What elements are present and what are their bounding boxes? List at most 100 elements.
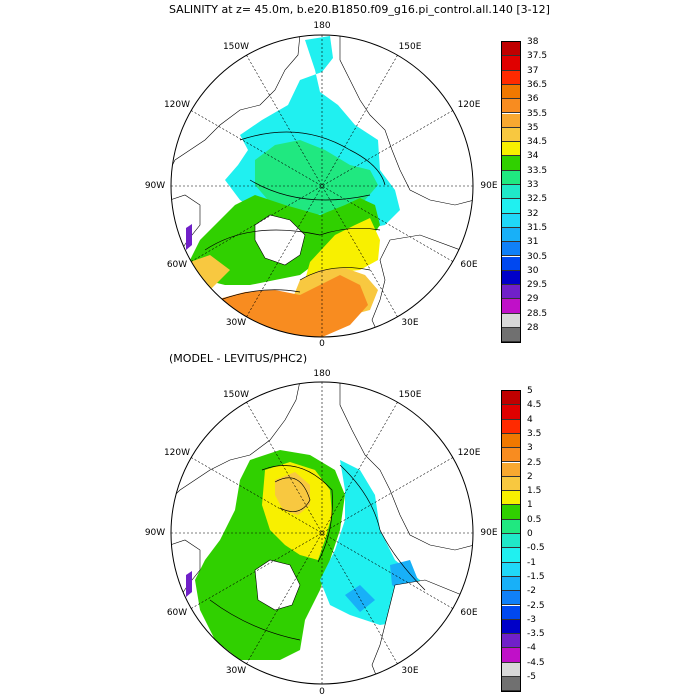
top-colorbar-label: 36 (527, 94, 539, 105)
bottom-lon-30w: 30W (225, 666, 247, 676)
top-colorbar-label: 37.5 (527, 51, 548, 62)
bottom-colorbar-box (502, 562, 520, 577)
top-field-yellow (305, 218, 380, 280)
top-colorbar-box (502, 270, 520, 286)
bottom-colorbar-label: 2.5 (527, 457, 542, 468)
bottom-colorbar-box (502, 433, 520, 449)
bottom-colorbar-label: -2 (527, 586, 536, 597)
top-lon-90e: 90E (480, 181, 498, 191)
top-colorbar-label: 32 (527, 208, 539, 219)
bottom-lon-30e: 30E (401, 666, 419, 676)
bottom-colorbar-label: 0.5 (527, 514, 542, 525)
top-colorbar-label: 28 (527, 323, 539, 333)
top-colorbar-box (502, 70, 520, 85)
top-colorbar-label: 29 (527, 294, 539, 305)
bottom-colorbar-label: -4.5 (527, 657, 545, 668)
top-colorbar-box (502, 299, 520, 314)
top-lon-0: 0 (319, 339, 325, 349)
top-lon-120e: 120E (457, 100, 481, 110)
top-colorbar-box (502, 256, 520, 271)
top-colorbar-box (502, 42, 520, 57)
bottom-colorbar-box (502, 419, 520, 434)
top-colorbar-label: 36.5 (527, 79, 548, 90)
top-lon-150e: 150E (398, 42, 422, 52)
bottom-colorbar-label: -3 (527, 614, 536, 625)
top-map-boundary (170, 34, 474, 338)
bottom-field-orange (275, 472, 310, 515)
top-panel-title: SALINITY at z= 45.0m, b.e20.B1850.f09_g1… (169, 3, 550, 16)
bottom-lon-120w: 120W (163, 448, 191, 458)
bottom-colorbar-box (502, 648, 520, 663)
bottom-field-blue (345, 560, 418, 612)
top-colorbar-label: 34 (527, 151, 539, 162)
top-lon-60e: 60E (460, 260, 478, 270)
top-colorbar-label: 30 (527, 265, 539, 276)
bottom-colorbar-box (502, 548, 520, 563)
bottom-colorbar-box (502, 677, 520, 692)
bottom-colorbar: 5 4.5 4 3.5 3 2.5 2 1.5 1 0.5 0 -0.5 -1 -1.5 -2 -2.5 -3 -… (501, 386, 545, 693)
top-lon-60w: 60W (166, 260, 188, 270)
bottom-colorbar-box (502, 576, 520, 592)
top-colorbar-label: 37 (527, 65, 539, 76)
top-lon-120w: 120W (163, 100, 191, 110)
bottom-colorbar-box (502, 462, 520, 477)
top-colorbar-label: 29.5 (527, 280, 548, 291)
bottom-lon-60w: 60W (166, 608, 188, 618)
bottom-colorbar-box (502, 662, 520, 677)
bottom-colorbar-label: 3 (527, 443, 533, 454)
bottom-colorbar-label: -2.5 (527, 600, 545, 611)
bottom-colorbar-box (502, 476, 520, 492)
bottom-lon-90e: 90E (480, 528, 498, 538)
top-colorbar-box (502, 99, 520, 114)
top-colorbar-label: 28.5 (527, 308, 548, 319)
top-colorbar-label: 31.5 (527, 222, 548, 233)
bottom-colorbar-label: 0 (527, 529, 533, 539)
bottom-colorbar-label: -4 (527, 643, 536, 654)
top-colorbar-label: 31 (527, 237, 539, 248)
bottom-colorbar-box (502, 619, 520, 635)
top-lon-30w: 30W (225, 318, 247, 328)
top-colorbar-label: 35.5 (527, 108, 548, 119)
bottom-colorbar-label: 1.5 (527, 486, 542, 497)
bottom-lon-90w: 90W (144, 528, 166, 538)
top-colorbar-box (502, 213, 520, 228)
bottom-panel-title: (MODEL - LEVITUS/PHC2) (169, 352, 308, 365)
top-colorbar-box (502, 113, 520, 128)
top-colorbar-box (502, 227, 520, 243)
bottom-map-boundary (170, 381, 474, 685)
bottom-lon-150e: 150E (398, 390, 422, 400)
top-colorbar-label: 30.5 (527, 251, 548, 262)
bottom-colorbar-box (502, 605, 520, 620)
bottom-colorbar-box (502, 534, 520, 549)
top-colorbar-box (502, 142, 520, 157)
top-colorbar-box (502, 199, 520, 214)
bottom-colorbar-label: 1 (527, 500, 533, 511)
top-colorbar-box (502, 185, 520, 200)
top-lon-180: 180 (313, 21, 331, 31)
bottom-colorbar-label: -3.5 (527, 629, 545, 640)
bottom-colorbar-label: 3.5 (527, 428, 542, 439)
bottom-colorbar-box (502, 634, 520, 649)
top-colorbar-label: 33 (527, 180, 539, 190)
bottom-lon-0: 0 (319, 687, 325, 697)
top-colorbar-box (502, 156, 520, 171)
top-colorbar-box (502, 328, 520, 343)
top-colorbar: 38 37.5 37 36.5 36 35.5 35 34.5 34 33.5 33 32.5 32 31… (501, 37, 547, 344)
top-colorbar-label: 35 (527, 122, 539, 133)
bottom-colorbar-label: 2 (527, 471, 533, 482)
top-colorbar-box (502, 56, 520, 71)
bottom-colorbar-label: -1.5 (527, 571, 545, 582)
bottom-colorbar-box (502, 505, 520, 520)
top-colorbar-box (502, 313, 520, 328)
top-lon-90w: 90W (144, 181, 166, 191)
top-lon-150w: 150W (222, 42, 250, 52)
bottom-colorbar-label: 4 (527, 414, 533, 425)
top-colorbar-box (502, 84, 520, 100)
bottom-lon-150w: 150W (222, 390, 250, 400)
bottom-colorbar-box (502, 448, 520, 463)
top-colorbar-box (502, 170, 520, 185)
bottom-colorbar-label: 4.5 (527, 400, 542, 411)
top-colorbar-label: 38 (527, 37, 539, 47)
bottom-map-fields (171, 382, 473, 684)
